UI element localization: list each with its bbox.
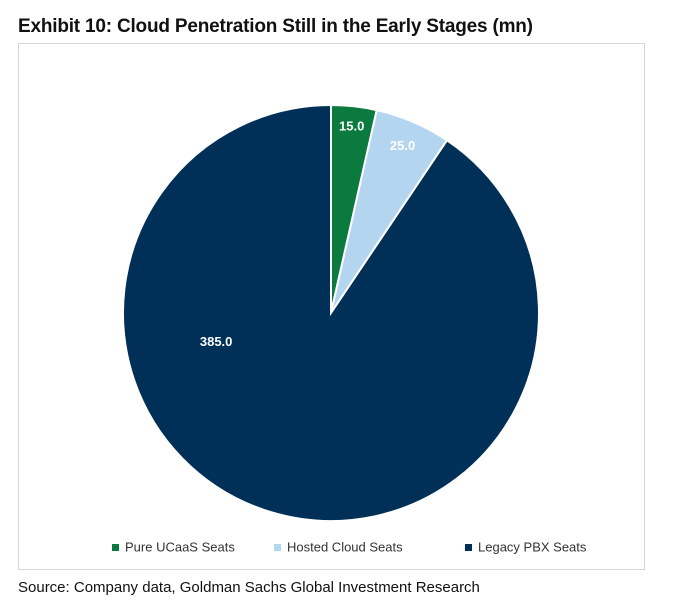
data-label-hosted-cloud-seats: 25.0 (390, 138, 415, 153)
legend-label-hosted-cloud-seats: Hosted Cloud Seats (287, 539, 403, 554)
source-note: Source: Company data, Goldman Sachs Glob… (18, 579, 480, 596)
legend-label-legacy-pbx-seats: Legacy PBX Seats (478, 539, 587, 554)
pie-slices (122, 103, 540, 522)
legend-swatch-hosted-cloud-seats (274, 544, 281, 551)
legend-swatch-pure-ucaas-seats (112, 544, 119, 551)
chart-title: Exhibit 10: Cloud Penetration Still in t… (18, 16, 533, 37)
chart-legend: Pure UCaaS Seats Hosted Cloud Seats Legacy… (112, 539, 587, 554)
data-label-pure-ucaas-seats: 15.0 (339, 118, 364, 133)
pie-slice-legacy-pbx-seats (122, 103, 540, 522)
data-label-legacy-pbx-seats: 385.0 (200, 334, 233, 349)
pie-chart: 15.0 25.0 385.0 Pure UCaaS Seats Hosted Clo… (112, 103, 587, 554)
legend-label-pure-ucaas-seats: Pure UCaaS Seats (125, 539, 235, 554)
chart-frame: 15.0 25.0 385.0 Pure UCaaS Seats Hosted Clo… (18, 43, 645, 570)
legend-swatch-legacy-pbx-seats (465, 544, 472, 551)
pie-data-labels: 15.0 25.0 385.0 (200, 118, 415, 348)
